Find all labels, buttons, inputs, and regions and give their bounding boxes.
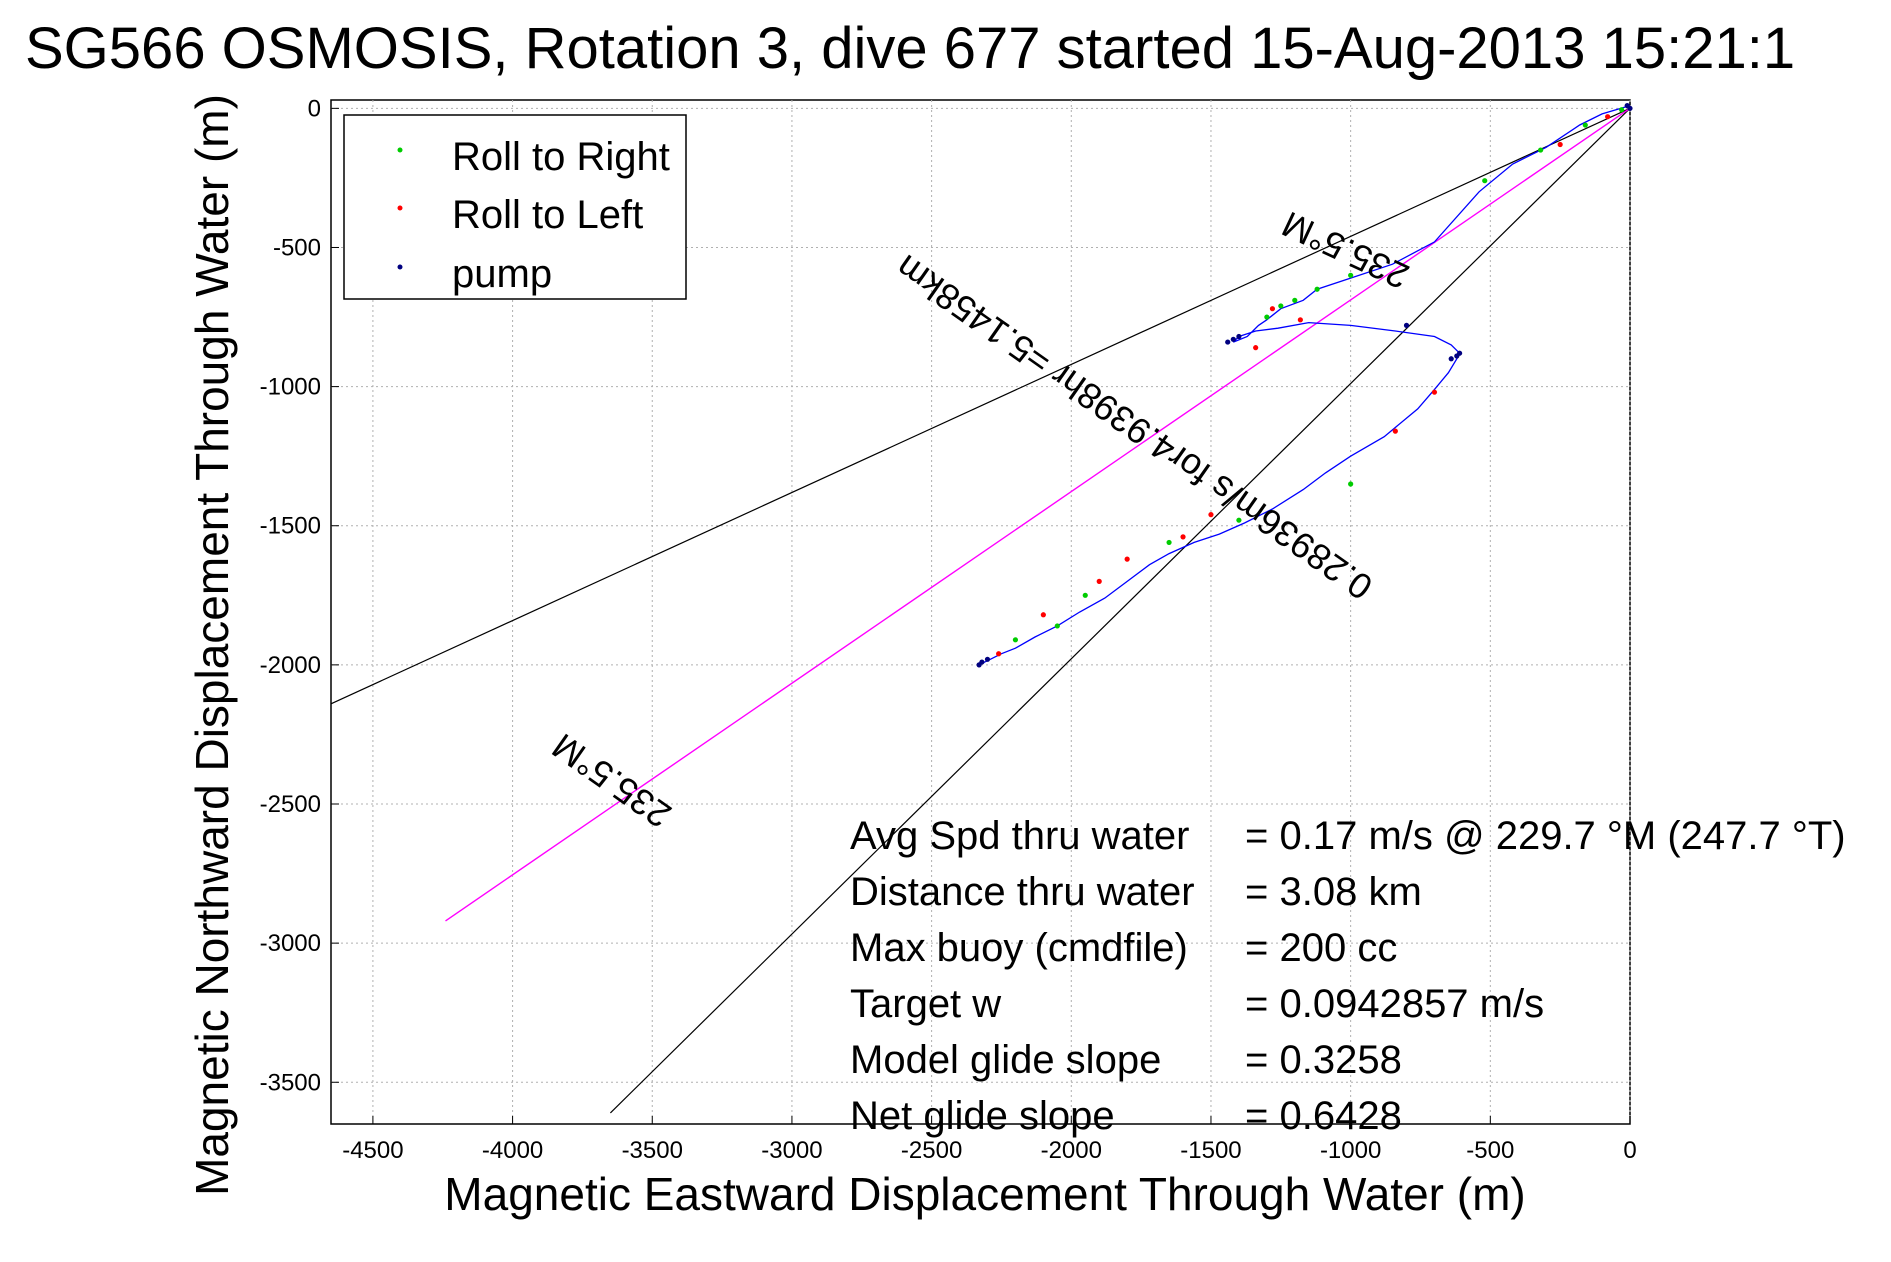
y-axis-label: Magnetic Northward Displacement Through … xyxy=(186,94,238,1196)
pump-marker xyxy=(1230,336,1236,342)
pump-marker xyxy=(984,656,991,662)
stat-model-glide-value: = 0.3258 xyxy=(1245,1038,1402,1082)
roll-left-marker xyxy=(1605,114,1611,120)
roll-right-marker xyxy=(1482,178,1488,184)
y-ticks: 0 -500 -1000 -1500 -2000 -2500 -3000 -3500 xyxy=(260,95,339,1096)
x-ticks: -4500 -4000 -3500 -3000 -2500 -2000 -1500 -1000… xyxy=(342,1116,1637,1164)
stat-target-w-value: = 0.0942857 m/s xyxy=(1245,982,1544,1026)
pump-marker xyxy=(1448,356,1454,362)
roll-left-marker xyxy=(1208,512,1214,518)
legend-label-roll-right: Roll to Right xyxy=(452,135,670,179)
x-tick-label: -2000 xyxy=(1041,1137,1102,1164)
x-tick-label: -4500 xyxy=(342,1137,403,1164)
roll-left-marker xyxy=(1392,428,1398,434)
x-axis-label: Magnetic Eastward Displacement Through W… xyxy=(444,1168,1525,1220)
legend-label-pump: pump xyxy=(452,252,552,296)
y-tick-label: 0 xyxy=(308,95,321,122)
stats-block: Avg Spd thru water = 0.17 m/s @ 229.7 °M… xyxy=(850,814,1846,1138)
stat-target-w-label: Target w xyxy=(850,982,1001,1026)
roll-right-marker xyxy=(1012,637,1019,643)
roll-right-marker xyxy=(1054,623,1060,629)
stat-avg-speed-label: Avg Spd thru water xyxy=(850,814,1189,858)
pump-marker xyxy=(1236,333,1242,340)
x-tick-label: -1000 xyxy=(1320,1137,1381,1164)
y-tick-label: -2500 xyxy=(260,791,321,818)
y-tick-label: -1000 xyxy=(260,374,321,401)
stat-max-buoy-value: = 200 cc xyxy=(1245,926,1397,970)
roll-right-marker xyxy=(1264,314,1270,320)
roll-right-marker xyxy=(1292,297,1298,303)
roll-right-marker xyxy=(1538,147,1544,153)
chart-title: SG566 OSMOSIS, Rotation 3, dive 677 star… xyxy=(25,16,1795,81)
roll-left-marker xyxy=(996,651,1002,657)
heading-line xyxy=(445,107,1631,922)
x-tick-label: -4000 xyxy=(482,1137,543,1164)
legend-marker-roll-right xyxy=(397,147,403,153)
roll-left-marker xyxy=(1557,141,1563,148)
x-tick-label: -3500 xyxy=(622,1137,683,1164)
roll-left-marker xyxy=(1096,578,1102,584)
roll-right-marker xyxy=(1348,481,1354,487)
roll-left-marker xyxy=(1124,556,1130,562)
roll-left-marker xyxy=(1040,612,1046,618)
x-tick-label: 0 xyxy=(1623,1137,1636,1164)
stat-model-glide-label: Model glide slope xyxy=(850,1038,1161,1082)
roll-left-marker xyxy=(1297,317,1303,323)
x-tick-label: -1500 xyxy=(1180,1137,1241,1164)
heading-line-path xyxy=(445,107,1631,922)
roll-left-marker xyxy=(1180,534,1186,540)
roll-left-marker xyxy=(1253,345,1259,351)
stat-net-glide-label: Net glide slope xyxy=(850,1094,1115,1138)
pump-marker xyxy=(1454,353,1460,359)
roll-right-marker xyxy=(1236,517,1242,523)
pump-marker xyxy=(1225,339,1231,345)
roll-left-marker xyxy=(1431,389,1438,395)
glide-bound-line xyxy=(609,107,1631,1114)
y-tick-label: -1500 xyxy=(260,513,321,540)
pump-marker xyxy=(1403,322,1410,328)
stat-distance-label: Distance thru water xyxy=(850,870,1195,914)
roll-right-marker xyxy=(1278,303,1284,309)
event-markers xyxy=(976,102,1633,668)
roll-right-marker xyxy=(1619,107,1625,113)
roll-right-marker xyxy=(1314,286,1320,292)
legend-marker-roll-left xyxy=(397,205,403,211)
stat-avg-speed-value: = 0.17 m/s @ 229.7 °M (247.7 °T) xyxy=(1245,814,1846,858)
stat-net-glide-value: = 0.6428 xyxy=(1245,1094,1402,1138)
roll-right-marker xyxy=(1348,272,1354,278)
stat-max-buoy-label: Max buoy (cmdfile) xyxy=(850,926,1188,970)
x-tick-label: -2500 xyxy=(901,1137,962,1164)
roll-right-marker xyxy=(1582,122,1588,128)
y-tick-label: -3000 xyxy=(260,930,321,957)
stat-distance-value: = 3.08 km xyxy=(1245,870,1422,914)
glide-bound-line xyxy=(330,107,1631,705)
x-tick-label: -3000 xyxy=(761,1137,822,1164)
y-tick-label: -3500 xyxy=(260,1069,321,1096)
pump-marker xyxy=(976,662,982,668)
glide-bounds xyxy=(330,107,1631,1114)
x-tick-label: -500 xyxy=(1466,1137,1514,1164)
plot-area: 235.5°M0.28936m/s for4.9398hr =5.1458km2… xyxy=(260,95,1637,1164)
legend-label-roll-left: Roll to Left xyxy=(452,193,643,237)
y-tick-label: -500 xyxy=(273,234,321,261)
legend-marker-pump xyxy=(397,264,403,270)
y-tick-label: -2000 xyxy=(260,652,321,679)
legend: Roll to Right Roll to Left pump xyxy=(343,114,687,300)
roll-right-marker xyxy=(1166,539,1172,546)
pump-marker xyxy=(1624,102,1630,109)
roll-right-marker xyxy=(1082,592,1088,598)
roll-left-marker xyxy=(1269,306,1276,312)
